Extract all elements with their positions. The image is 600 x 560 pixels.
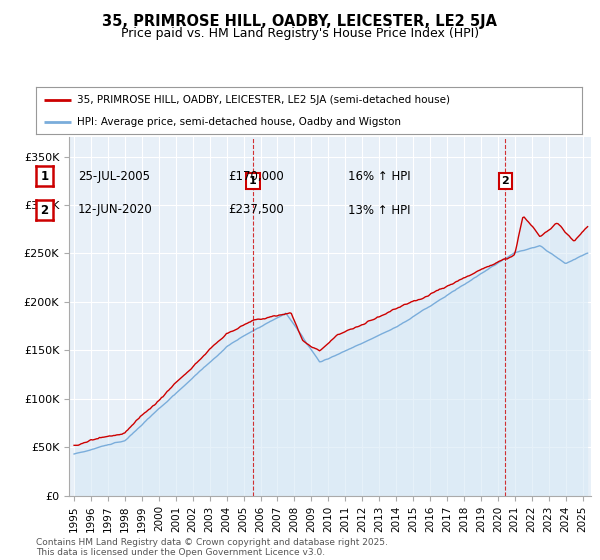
- Text: 16% ↑ HPI: 16% ↑ HPI: [348, 170, 410, 183]
- Text: 1: 1: [249, 176, 257, 186]
- Text: 13% ↑ HPI: 13% ↑ HPI: [348, 203, 410, 217]
- Text: 35, PRIMROSE HILL, OADBY, LEICESTER, LE2 5JA: 35, PRIMROSE HILL, OADBY, LEICESTER, LE2…: [103, 14, 497, 29]
- Text: £237,500: £237,500: [228, 203, 284, 217]
- Text: 2: 2: [40, 203, 49, 217]
- Text: 1: 1: [40, 170, 49, 183]
- Text: 35, PRIMROSE HILL, OADBY, LEICESTER, LE2 5JA (semi-detached house): 35, PRIMROSE HILL, OADBY, LEICESTER, LE2…: [77, 95, 450, 105]
- Text: 25-JUL-2005: 25-JUL-2005: [78, 170, 150, 183]
- Text: Contains HM Land Registry data © Crown copyright and database right 2025.
This d: Contains HM Land Registry data © Crown c…: [36, 538, 388, 557]
- Text: 2: 2: [502, 176, 509, 186]
- Text: 12-JUN-2020: 12-JUN-2020: [78, 203, 153, 217]
- Text: £170,000: £170,000: [228, 170, 284, 183]
- Text: HPI: Average price, semi-detached house, Oadby and Wigston: HPI: Average price, semi-detached house,…: [77, 116, 401, 127]
- Text: Price paid vs. HM Land Registry's House Price Index (HPI): Price paid vs. HM Land Registry's House …: [121, 27, 479, 40]
